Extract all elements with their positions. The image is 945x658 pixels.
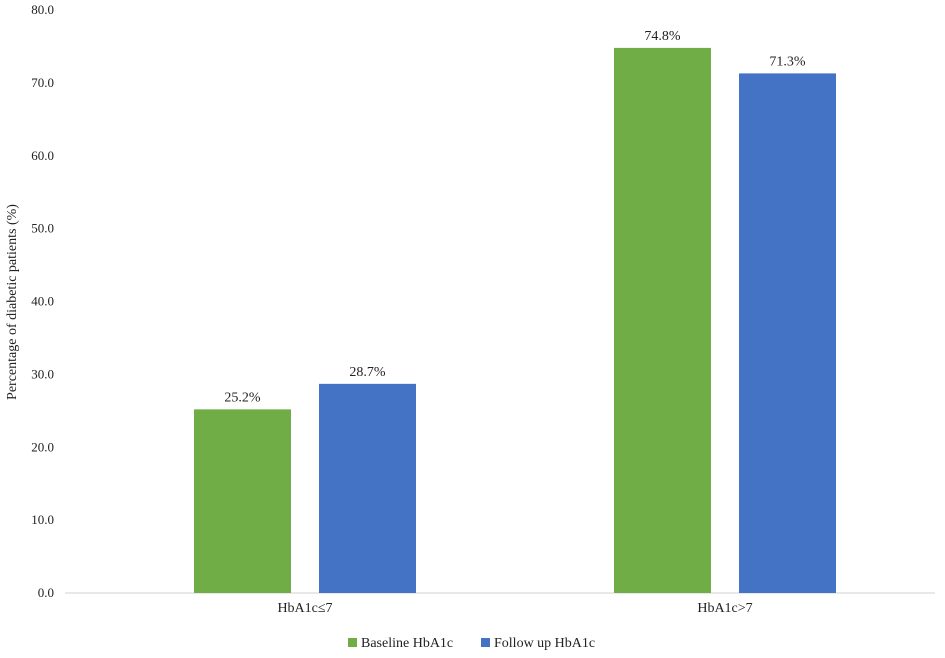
y-tick-label: 40.0 bbox=[31, 294, 54, 309]
data-labels: 25.2% 28.7% 74.8% 71.3% bbox=[224, 29, 806, 405]
data-label: 28.7% bbox=[349, 365, 386, 380]
bar bbox=[319, 383, 416, 593]
category-labels: HbA1c≤7 HbA1c>7 bbox=[277, 601, 752, 616]
y-tick-label: 80.0 bbox=[31, 2, 54, 17]
category-label: HbA1c≤7 bbox=[277, 601, 332, 616]
y-axis-title: Percentage of diabetic patients (%) bbox=[5, 204, 20, 400]
bars bbox=[194, 47, 836, 594]
bar bbox=[739, 73, 836, 594]
category-label: HbA1c>7 bbox=[697, 601, 752, 616]
legend-label: Follow up HbA1c bbox=[494, 636, 595, 651]
y-tick-label: 60.0 bbox=[31, 148, 54, 163]
y-tick-label: 50.0 bbox=[31, 221, 54, 236]
legend-label: Baseline HbA1c bbox=[361, 636, 453, 651]
bar bbox=[194, 409, 291, 593]
y-tick-label: 70.0 bbox=[31, 75, 54, 90]
legend-swatch bbox=[348, 638, 357, 647]
y-axis-ticks: 0.0 10.0 20.0 30.0 40.0 50.0 60.0 70.0 80.0 bbox=[31, 2, 54, 600]
y-tick-label: 30.0 bbox=[31, 366, 54, 381]
y-tick-label: 20.0 bbox=[31, 439, 54, 454]
y-tick-label: 10.0 bbox=[31, 512, 54, 527]
y-tick-label: 0.0 bbox=[38, 585, 54, 600]
bar bbox=[614, 47, 711, 593]
legend: Baseline HbA1c Follow up HbA1c bbox=[348, 636, 595, 651]
data-label: 71.3% bbox=[769, 54, 806, 69]
legend-swatch bbox=[481, 638, 490, 647]
data-label: 25.2% bbox=[224, 390, 261, 405]
data-label: 74.8% bbox=[644, 29, 681, 44]
